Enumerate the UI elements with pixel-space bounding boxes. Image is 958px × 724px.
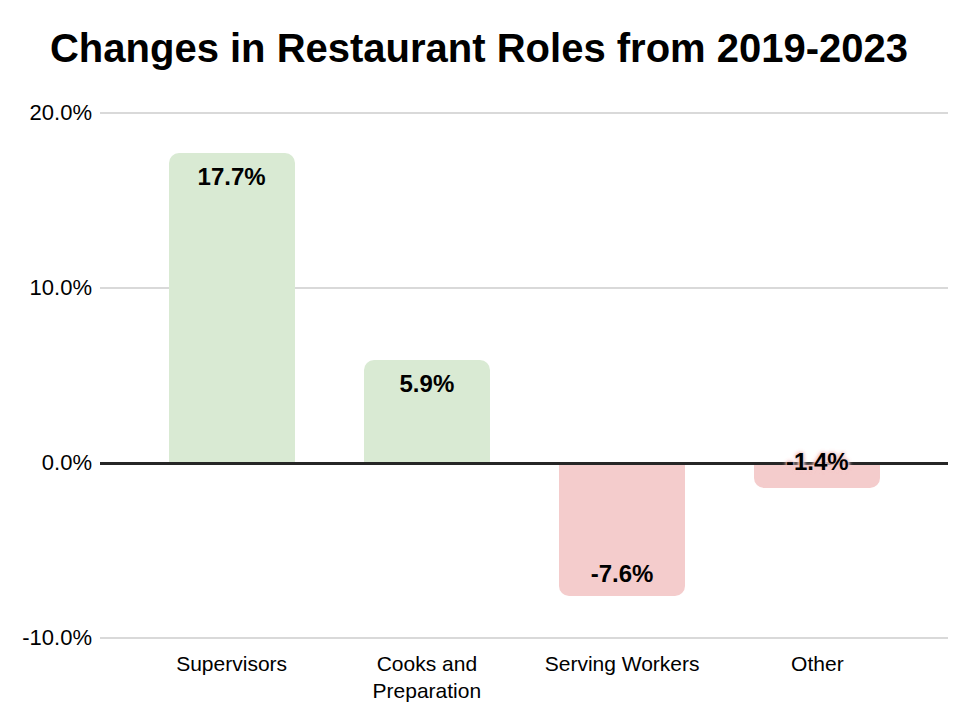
chart-title: Changes in Restaurant Roles from 2019-20…	[0, 26, 958, 71]
bar-positive	[169, 153, 295, 463]
x-axis-category-label: Other	[725, 650, 909, 677]
gridline	[100, 637, 948, 639]
y-axis-tick-label: 20.0%	[0, 100, 92, 126]
x-axis-category-label: Supervisors	[140, 650, 324, 677]
bar-value-label: -1.4%	[737, 448, 897, 476]
y-axis-tick-label: 0.0%	[0, 450, 92, 476]
x-axis-category-label: Cooks and Preparation	[335, 650, 519, 704]
y-axis-tick-label: 10.0%	[0, 275, 92, 301]
bar-chart: Changes in Restaurant Roles from 2019-20…	[0, 0, 958, 724]
x-axis-category-label: Serving Workers	[530, 650, 714, 677]
gridline	[100, 112, 948, 114]
bar-value-label: -7.6%	[542, 560, 702, 588]
bar-value-label: 5.9%	[347, 370, 507, 398]
bar-value-label: 17.7%	[152, 163, 312, 191]
y-axis-tick-label: -10.0%	[0, 625, 92, 651]
